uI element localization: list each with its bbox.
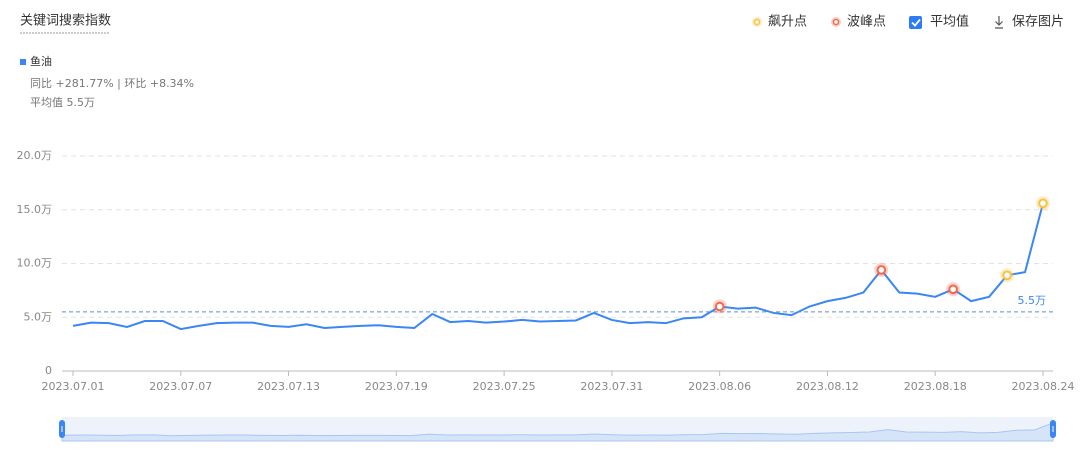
surge-legend[interactable]: 飙升点	[768, 14, 807, 30]
peak-point[interactable]	[876, 265, 887, 275]
peak-point[interactable]	[948, 284, 958, 295]
y-tick-label: 15.0万	[17, 203, 53, 216]
surge-icon	[753, 18, 761, 26]
checkmark	[911, 18, 921, 27]
series-legend: 鱼油	[30, 54, 52, 68]
y-tick-label: 10.0万	[17, 257, 53, 270]
surge-point[interactable]	[1002, 270, 1012, 281]
x-tick-label: 2023.07.07	[149, 380, 212, 393]
average-label: 5.5万	[1018, 294, 1047, 307]
x-tick-label: 2023.07.31	[580, 380, 643, 393]
save-image-button[interactable]: 保存图片	[1012, 15, 1064, 30]
x-tick-label: 2023.07.13	[257, 380, 320, 393]
y-tick-label: 5.0万	[24, 310, 53, 323]
peak-legend[interactable]: 波峰点	[847, 15, 886, 30]
average-checkbox[interactable]	[909, 16, 922, 29]
x-tick-label: 2023.07.01	[42, 380, 105, 393]
y-tick-label: 0	[45, 364, 52, 377]
average-summary: 平均值 5.5万	[30, 96, 95, 109]
surge-point[interactable]	[1038, 198, 1048, 209]
zoom-preview	[61, 422, 1054, 442]
peak-icon	[832, 18, 840, 26]
y-tick-label: 20.0万	[17, 149, 53, 162]
x-tick-label: 2023.08.18	[904, 380, 967, 393]
x-tick-label: 2023.08.06	[688, 380, 751, 393]
average-legend[interactable]: 平均值	[930, 14, 969, 30]
panel-title: 关键词搜索指数	[20, 14, 111, 29]
x-tick-label: 2023.08.24	[1012, 380, 1075, 393]
x-tick-label: 2023.07.25	[473, 380, 536, 393]
x-tick-label: 2023.07.19	[365, 380, 428, 393]
download-icon	[995, 16, 1003, 29]
peak-point[interactable]	[714, 301, 725, 312]
series-swatch	[20, 59, 26, 65]
x-tick-label: 2023.08.12	[796, 380, 859, 393]
stats-text: 同比 +281.77% | 环比 +8.34%	[30, 77, 194, 90]
series-line	[72, 203, 1044, 331]
